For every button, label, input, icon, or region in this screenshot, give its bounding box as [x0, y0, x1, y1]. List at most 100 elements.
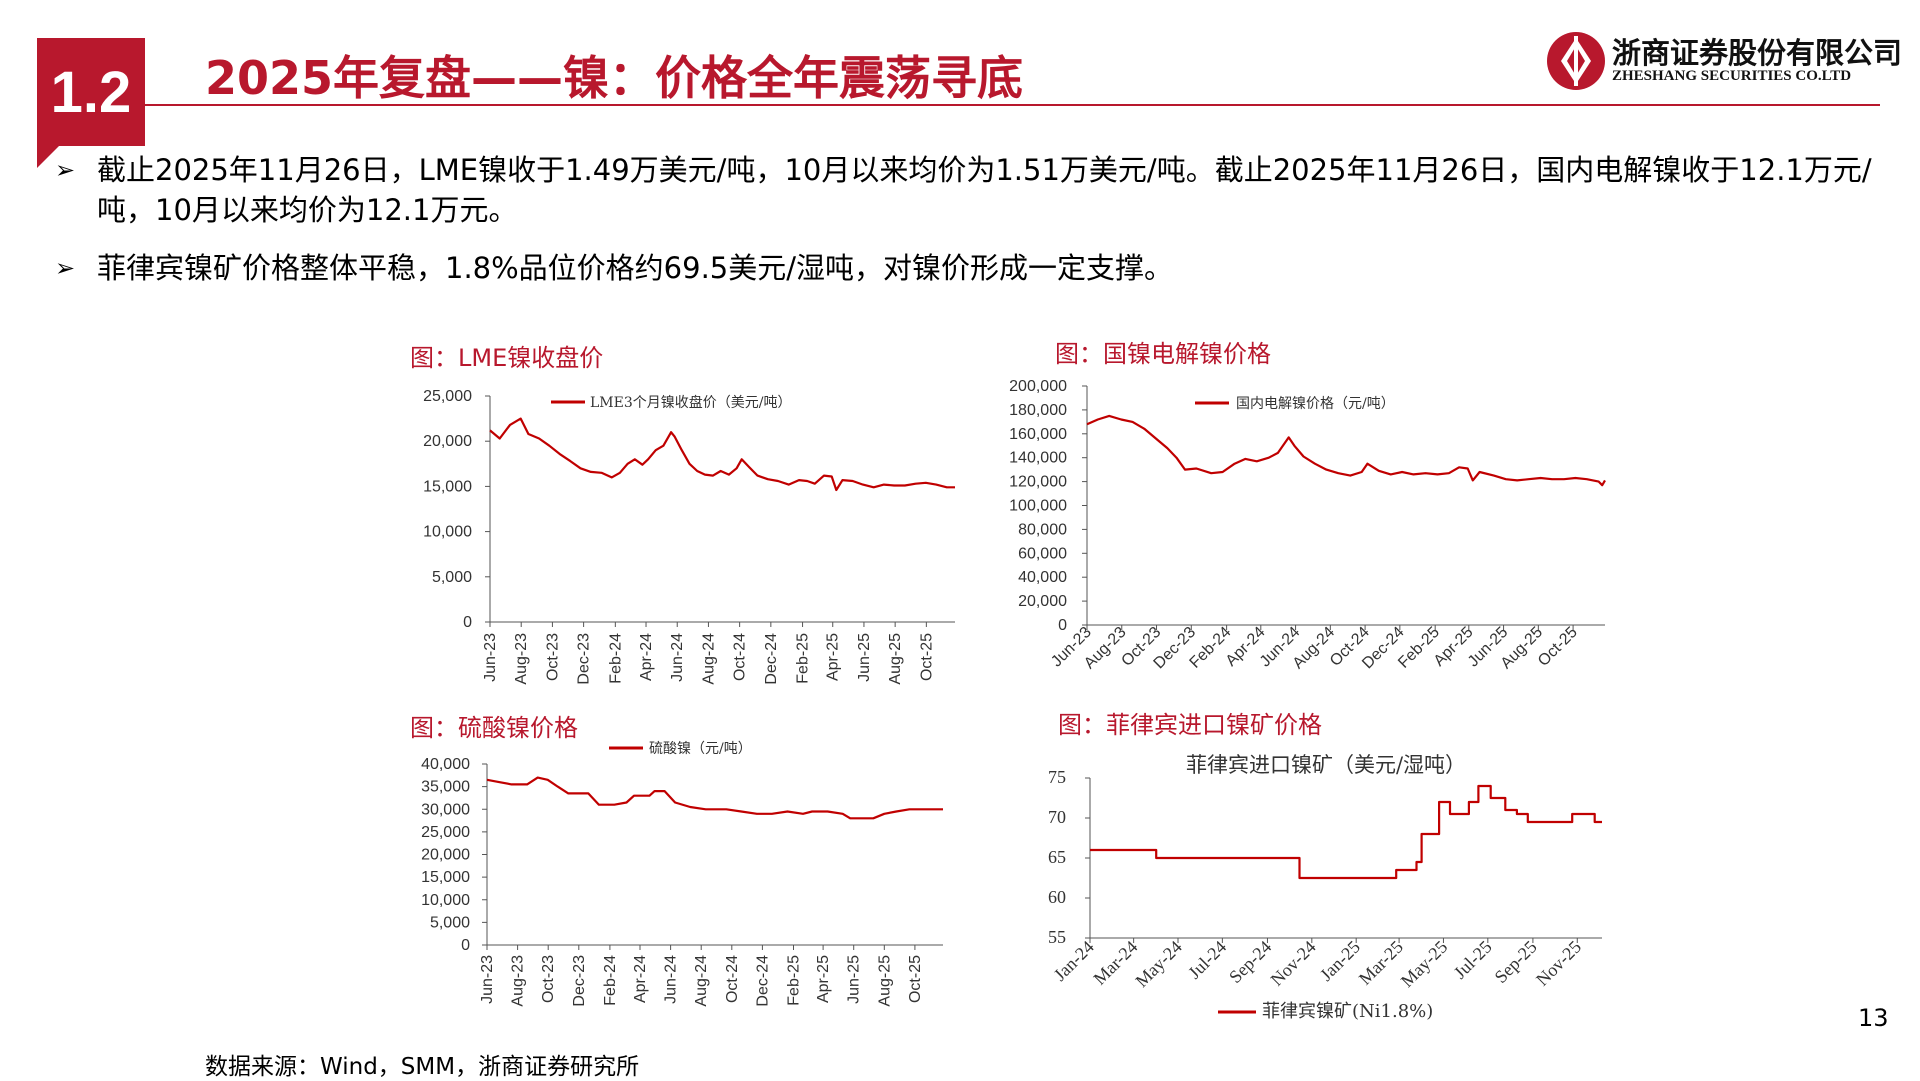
y-tick-label: 40,000 — [1018, 569, 1067, 586]
source-note: 数据来源：Wind，SMM，浙商证券研究所 — [205, 1054, 640, 1080]
chart-title-sulfate: 图：硫酸镍价格 — [410, 714, 578, 742]
x-tick-label: Jun-23 — [479, 955, 496, 1004]
x-tick-label: Sep-25 — [1491, 937, 1541, 987]
x-tick-label: Oct-23 — [540, 955, 557, 1003]
x-tick-label: Dec-23 — [576, 633, 593, 685]
y-tick-label: 180,000 — [1009, 402, 1067, 419]
bullet-arrow-icon: ➢ — [55, 254, 76, 282]
y-tick-label: 10,000 — [421, 892, 470, 909]
legend-label: 硫酸镍（元/吨） — [649, 741, 752, 757]
y-tick-label: 0 — [463, 614, 472, 631]
y-tick-label: 60,000 — [1018, 545, 1067, 562]
bullet-text: 截止2025年11月26日，LME镍收于1.49万美元/吨，10月以来均价为1.… — [97, 153, 1872, 227]
bullet-item: ➢ 截止2025年11月26日，LME镍收于1.49万美元/吨，10月以来均价为… — [55, 150, 1872, 230]
y-tick-label: 5,000 — [430, 914, 470, 931]
chart-title-domestic: 图：国镍电解镍价格 — [1055, 340, 1271, 368]
x-tick-label: Jun-24 — [663, 955, 680, 1004]
y-tick-label: 70 — [1048, 807, 1066, 827]
y-tick-label: 0 — [461, 937, 470, 954]
x-tick-label: Mar-24 — [1089, 937, 1141, 989]
y-tick-label: 65 — [1048, 847, 1066, 867]
y-tick-label: 200,000 — [1009, 378, 1067, 395]
x-tick-label: Sep-24 — [1225, 937, 1275, 987]
y-tick-label: 140,000 — [1009, 450, 1067, 467]
y-tick-label: 20,000 — [423, 433, 472, 450]
y-tick-label: 25,000 — [423, 388, 472, 405]
y-tick-label: 40,000 — [421, 756, 470, 773]
y-tick-label: 60 — [1048, 887, 1066, 907]
x-tick-label: Jun-23 — [482, 633, 499, 682]
legend-label: 菲律宾镍矿(Ni1.8%) — [1262, 1001, 1433, 1022]
x-tick-label: May-24 — [1131, 937, 1185, 991]
x-tick-label: Oct-23 — [544, 633, 561, 681]
x-tick-label: Apr-24 — [632, 955, 649, 1003]
x-tick-label: Oct-25 — [1535, 624, 1581, 670]
chart-inner-title: 菲律宾进口镍矿（美元/湿吨） — [1186, 753, 1466, 777]
x-tick-label: Dec-24 — [763, 633, 780, 685]
series-line — [486, 776, 943, 820]
x-tick-label: May-25 — [1397, 937, 1451, 991]
x-tick-label: Oct-25 — [918, 633, 935, 681]
chart-domestic: 200,000 180,000 160,000 140,000 120,000 100,0… — [1009, 378, 1606, 672]
y-tick-label: 30,000 — [421, 801, 470, 818]
y-tick-label: 120,000 — [1009, 474, 1067, 491]
y-tick-label: 80,000 — [1018, 521, 1067, 538]
company-name-en: ZHESHANG SECURITIES CO.LTD — [1612, 68, 1852, 84]
chart-sulfate: 40,000 35,000 30,000 25,000 20,000 15,000 10,0… — [421, 741, 943, 1007]
x-tick-label: Jun-25 — [856, 633, 873, 682]
x-tick-label: Jul-24 — [1184, 937, 1230, 983]
company-logo-icon — [1547, 32, 1605, 90]
section-badge — [37, 38, 145, 146]
x-tick-label: Oct-25 — [907, 955, 924, 1003]
x-tick-label: Mar-25 — [1355, 937, 1407, 989]
x-tick-label: Apr-25 — [815, 955, 832, 1003]
x-tick-label: Oct-24 — [732, 633, 749, 681]
y-tick-label: 55 — [1048, 927, 1066, 947]
x-tick-label: Aug-24 — [693, 955, 710, 1007]
chart-philippine: 7570656055Jan-24Mar-24May-24Jul-24Sep-24… — [1048, 753, 1602, 1022]
x-tick-label: Nov-25 — [1532, 937, 1585, 990]
x-tick-label: Aug-25 — [876, 955, 893, 1007]
y-tick-label: 15,000 — [421, 869, 470, 886]
page-title: 2025年复盘——镍：价格全年震荡寻底 — [205, 51, 1024, 105]
legend-label: LME3个月镍收盘价（美元/吨） — [590, 394, 791, 411]
chart-lme: 25,000 20,000 15,000 10,000 5,000 0 Jun-23 Aug-… — [423, 388, 955, 685]
x-tick-label: Dec-24 — [754, 955, 771, 1007]
legend-label: 国内电解镍价格（元/吨） — [1236, 396, 1395, 412]
series-line — [489, 417, 955, 492]
y-tick-label: 20,000 — [1018, 593, 1067, 610]
title-divider — [145, 104, 1880, 106]
y-tick-label: 15,000 — [423, 478, 472, 495]
series-line — [1086, 414, 1606, 487]
x-tick-label: Feb-24 — [607, 633, 624, 684]
chart-title-philippine: 图：菲律宾进口镍矿价格 — [1058, 711, 1322, 739]
y-tick-label: 35,000 — [421, 779, 470, 796]
company-name-cn: 浙商证券股份有限公司 — [1612, 36, 1903, 70]
x-tick-label: Feb-25 — [786, 955, 803, 1006]
chart-title-lme: 图：LME镍收盘价 — [410, 344, 604, 372]
bullet-arrow-icon: ➢ — [55, 156, 76, 184]
x-tick-label: Apr-25 — [825, 633, 842, 681]
x-tick-label: Apr-24 — [638, 633, 655, 681]
page-number: 13 — [1858, 1004, 1889, 1032]
x-tick-label: Feb-24 — [602, 955, 619, 1006]
x-tick-label: Jun-24 — [669, 633, 686, 682]
y-tick-label: 10,000 — [423, 524, 472, 541]
section-badge-tail — [37, 146, 59, 168]
x-tick-label: Oct-24 — [724, 955, 741, 1003]
y-tick-label: 0 — [1058, 617, 1067, 634]
y-tick-label: 25,000 — [421, 824, 470, 841]
y-tick-label: 75 — [1048, 767, 1066, 787]
x-tick-label: Aug-23 — [513, 633, 530, 685]
x-tick-label: Aug-23 — [510, 955, 527, 1007]
x-tick-label: Nov-24 — [1267, 937, 1320, 990]
x-tick-label: Jun-25 — [846, 955, 863, 1004]
x-tick-label: Feb-25 — [795, 633, 812, 684]
bullet-item: ➢ 菲律宾镍矿价格整体平稳，1.8%品位价格约69.5美元/湿吨，对镍价形成一定… — [55, 248, 1865, 288]
series-line — [1090, 784, 1602, 880]
x-tick-label: Jul-25 — [1450, 937, 1496, 983]
bullet-text: 菲律宾镍矿价格整体平稳，1.8%品位价格约69.5美元/湿吨，对镍价形成一定支撑… — [97, 251, 1174, 285]
section-number: 1.2 — [50, 59, 132, 125]
x-tick-label: Dec-23 — [571, 955, 588, 1007]
